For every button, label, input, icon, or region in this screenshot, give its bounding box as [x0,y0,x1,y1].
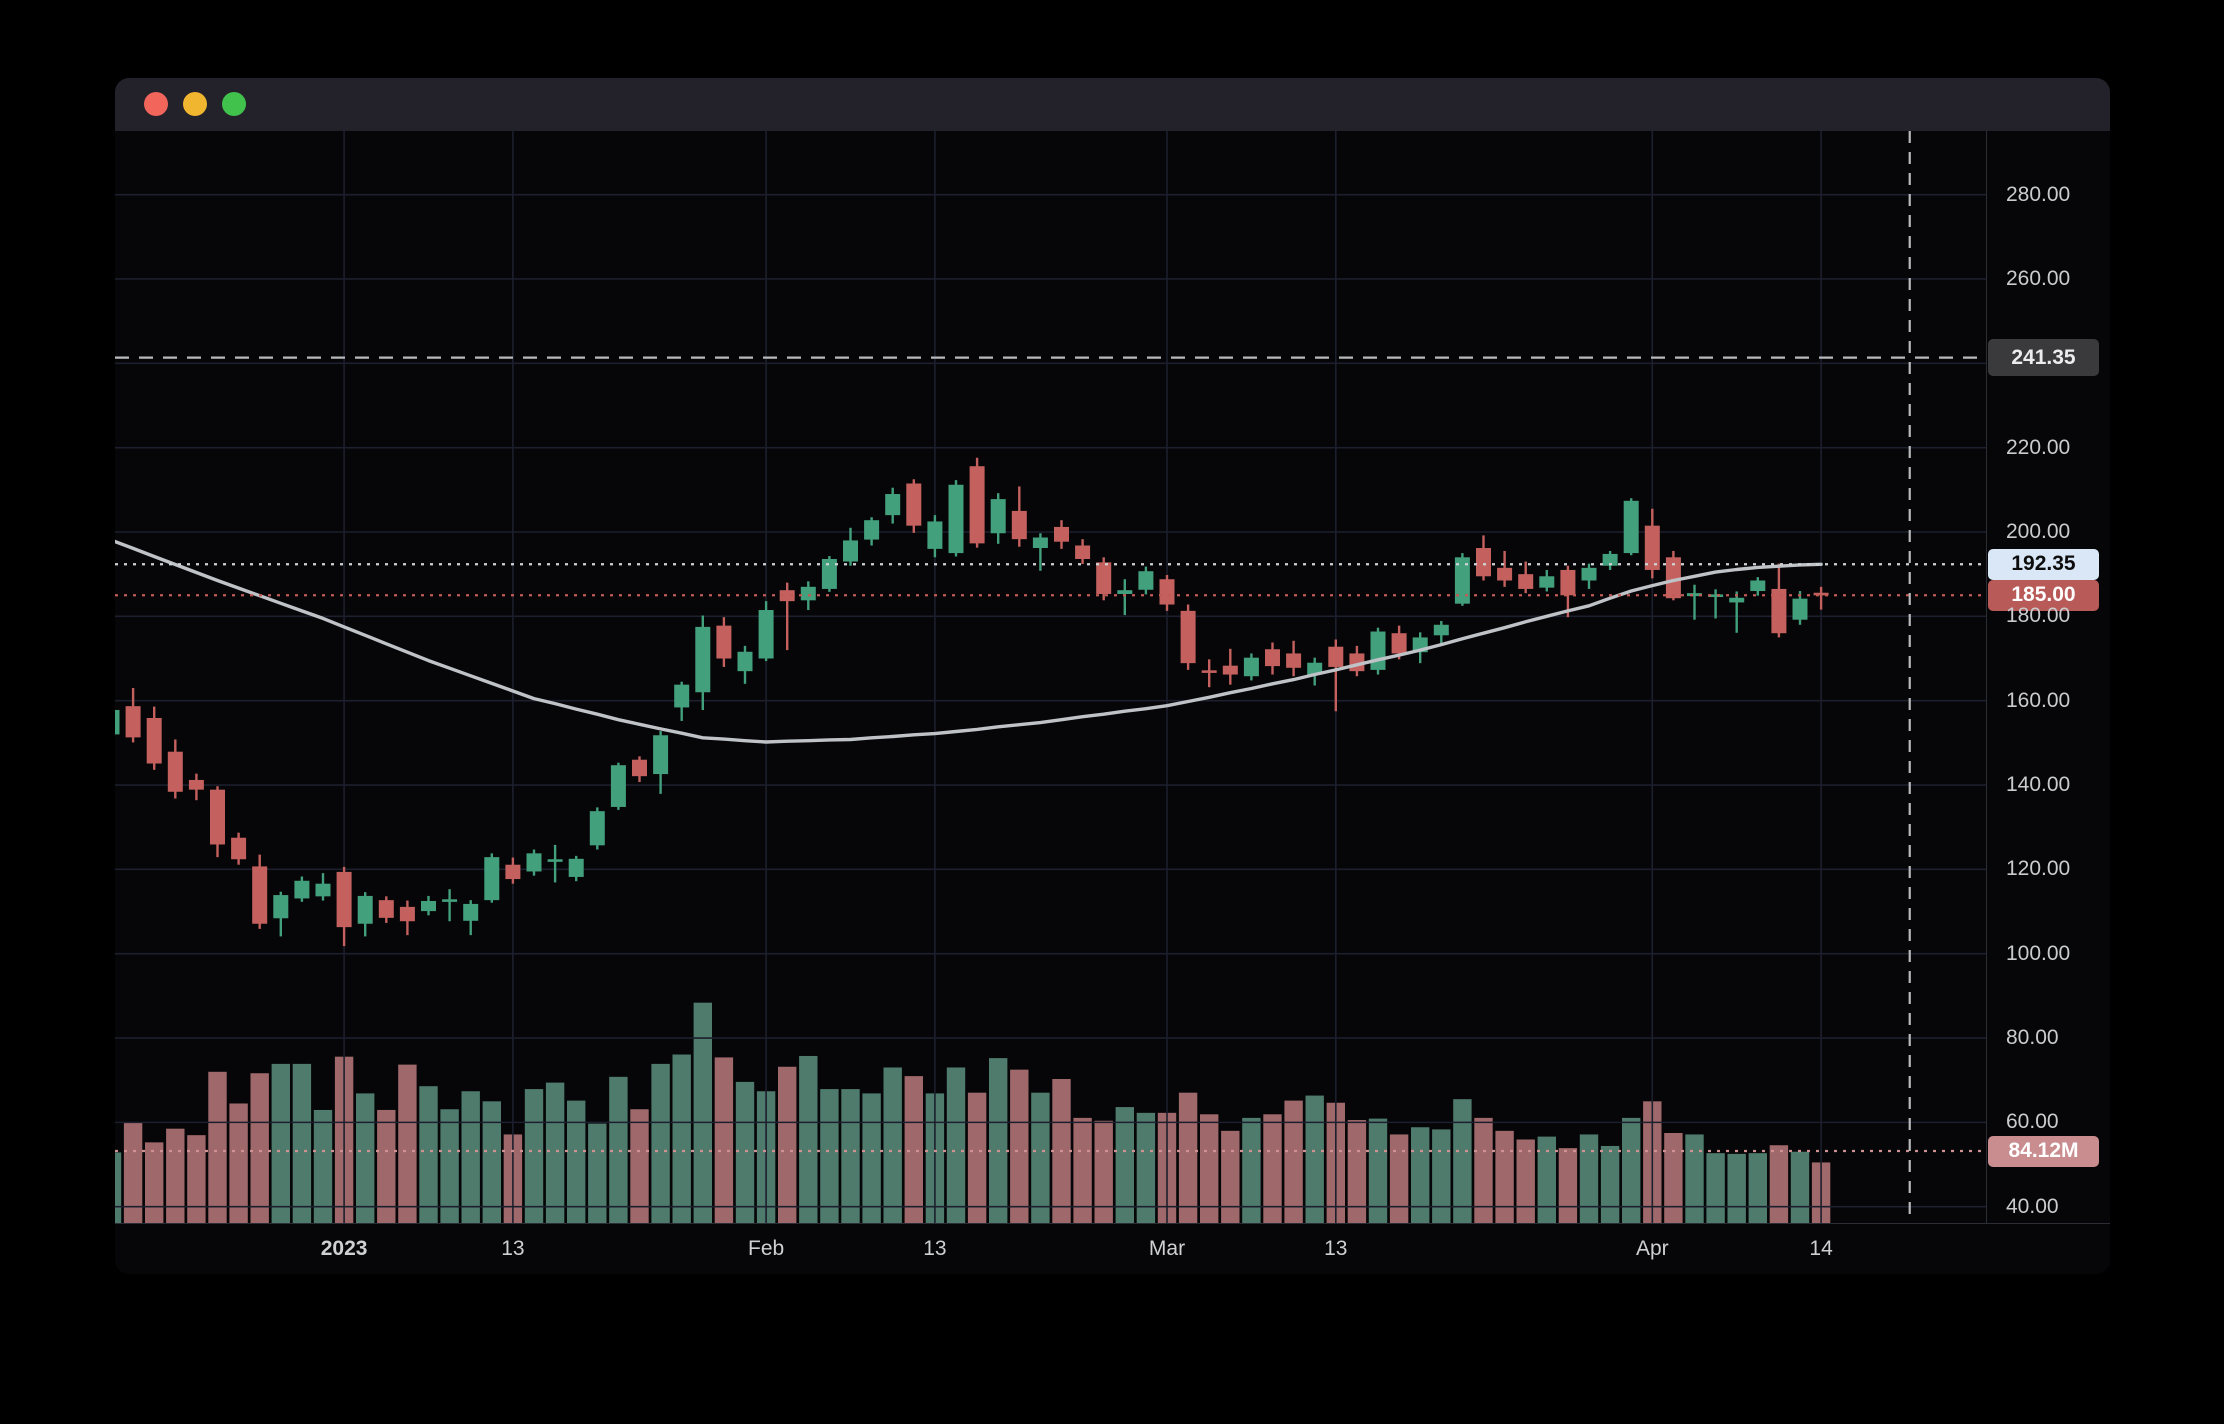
ma-value-tag: 192.35 [1988,548,2099,580]
candlesticks [115,457,1829,947]
time-tick-label: 13 [501,1237,525,1260]
price-tick-label: 260.00 [2006,266,2071,290]
minimize-button[interactable] [183,92,207,116]
price-tick-label: 280.00 [2006,182,2071,206]
level-lines [115,131,1986,1223]
price-tick-label: 60.00 [2006,1110,2059,1134]
price-tick-label: 220.00 [2006,435,2071,459]
time-axis[interactable]: 2023 13 Feb 13 Mar 13 Apr 14 [115,1223,2110,1274]
chart-canvas[interactable]: 241.35 192.35 185.00 84.12M 280.00 260.00… [115,131,2110,1274]
window-titlebar[interactable] [115,78,2110,131]
grid-lines [115,131,1986,1223]
time-tick-label: Apr [1635,1237,1669,1260]
close-button[interactable] [144,92,168,116]
price-tick-label: 80.00 [2006,1026,2059,1050]
volume-value-tag: 84.12M [1988,1135,2099,1167]
last-price-tag: 185.00 [1988,579,2099,611]
volume-bars [115,1002,1831,1223]
price-tick-label: 160.00 [2006,688,2071,712]
price-tick-label: 40.00 [2006,1194,2059,1218]
price-tick-label: 200.00 [2006,520,2071,543]
zoom-button[interactable] [222,92,246,116]
price-chart-svg[interactable] [115,131,1986,1223]
time-tick-label: Feb [748,1237,785,1260]
price-tick-label: 180.00 [2006,604,2071,628]
price-tick-label: 100.00 [2006,941,2071,965]
time-tick-label: 13 [923,1237,947,1260]
time-tick-label: 13 [1324,1237,1348,1260]
price-tick-label: 140.00 [2006,773,2071,797]
ma-line [115,539,1823,744]
time-tick-label: 2023 [320,1237,368,1260]
time-tick-label: Mar [1148,1237,1186,1260]
app-window: 241.35 192.35 185.00 84.12M 280.00 260.00… [115,78,2110,1274]
price-axis[interactable]: 241.35 192.35 185.00 84.12M 280.00 260.00… [1986,131,2110,1223]
price-tick-label: 120.00 [2006,857,2071,881]
time-tick-label: 14 [1809,1237,1833,1260]
alert-price-tag: 241.35 [1988,339,2099,377]
